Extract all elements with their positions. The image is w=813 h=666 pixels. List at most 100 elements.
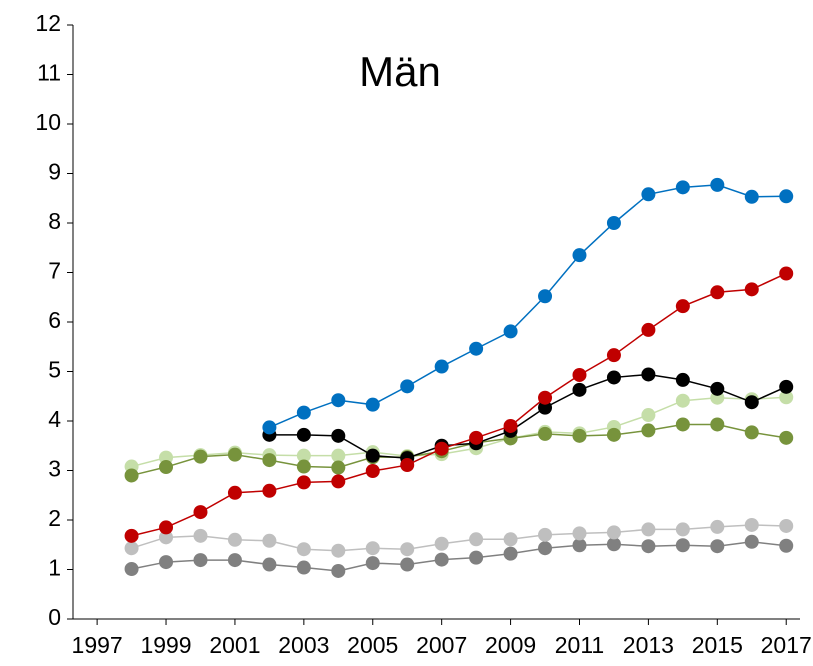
data-point <box>641 408 656 423</box>
data-point <box>606 348 621 363</box>
y-tick-label: 0 <box>48 604 61 630</box>
series-line <box>269 184 787 429</box>
data-point <box>159 460 174 475</box>
data-point <box>538 289 553 304</box>
data-point <box>296 459 311 474</box>
data-point <box>710 285 725 300</box>
data-point <box>503 418 518 433</box>
x-tick-label: 2013 <box>623 632 674 658</box>
data-point <box>675 393 690 408</box>
data-point <box>434 359 449 374</box>
y-tick-label: 1 <box>48 555 61 581</box>
data-point <box>641 322 656 337</box>
data-point <box>124 468 139 483</box>
data-point <box>469 532 484 547</box>
data-point <box>227 447 242 462</box>
data-point <box>262 453 277 468</box>
data-point <box>262 483 277 498</box>
data-point <box>779 518 794 533</box>
data-point <box>503 532 518 547</box>
data-point <box>572 382 587 397</box>
data-point <box>365 556 380 571</box>
data-point <box>227 485 242 500</box>
data-point <box>572 428 587 443</box>
data-point <box>469 550 484 565</box>
data-point <box>606 537 621 552</box>
y-tick-label: 7 <box>48 258 61 284</box>
data-point <box>744 282 759 297</box>
data-point <box>296 448 311 463</box>
y-tick-label: 4 <box>48 406 61 432</box>
x-tick-label: 2017 <box>761 632 812 658</box>
y-tick-label: 3 <box>48 456 61 482</box>
data-point <box>641 187 656 202</box>
data-point <box>606 525 621 540</box>
data-point <box>331 460 346 475</box>
data-point <box>503 546 518 561</box>
data-point <box>400 557 415 572</box>
data-point <box>124 541 139 556</box>
data-point <box>744 534 759 549</box>
data-point <box>641 522 656 537</box>
data-point <box>744 517 759 532</box>
data-point <box>572 248 587 263</box>
y-tick-label: 5 <box>48 357 61 383</box>
data-point <box>538 541 553 556</box>
data-point <box>675 522 690 537</box>
y-tick-label: 10 <box>35 109 61 135</box>
data-point <box>710 381 725 396</box>
data-point <box>296 560 311 575</box>
x-tick-label: 1999 <box>140 632 191 658</box>
data-point <box>469 430 484 445</box>
data-point <box>744 425 759 440</box>
y-tick-label: 12 <box>35 10 61 36</box>
data-point <box>641 423 656 438</box>
data-point <box>779 266 794 281</box>
data-point <box>641 539 656 554</box>
x-tick-label: 2009 <box>485 632 536 658</box>
data-point <box>331 448 346 463</box>
data-point <box>779 538 794 553</box>
x-tick-label: 2001 <box>209 632 260 658</box>
data-point <box>572 538 587 553</box>
data-point <box>641 367 656 382</box>
data-point <box>779 189 794 204</box>
data-point <box>331 428 346 443</box>
data-point <box>365 397 380 412</box>
data-point <box>538 527 553 542</box>
data-point <box>710 539 725 554</box>
data-point <box>159 555 174 570</box>
data-point <box>675 299 690 314</box>
data-point <box>365 448 380 463</box>
x-tick-label: 1997 <box>72 632 123 658</box>
chart-title: Män <box>359 48 441 95</box>
data-point <box>675 372 690 387</box>
data-point <box>331 543 346 558</box>
data-point <box>572 367 587 382</box>
x-tick-label: 2003 <box>278 632 329 658</box>
data-point <box>227 553 242 568</box>
y-tick-label: 6 <box>48 307 61 333</box>
data-point <box>606 216 621 230</box>
data-point <box>296 475 311 490</box>
x-tick-label: 2015 <box>692 632 743 658</box>
data-point <box>606 427 621 442</box>
data-point <box>710 177 725 192</box>
data-point <box>675 180 690 195</box>
x-tick-label: 2007 <box>416 632 467 658</box>
data-point <box>606 370 621 385</box>
data-point <box>538 426 553 441</box>
data-point <box>193 449 208 464</box>
data-point <box>538 400 553 415</box>
data-point <box>262 420 277 435</box>
y-tick-label: 8 <box>48 208 61 234</box>
data-point <box>296 542 311 557</box>
data-point <box>675 538 690 553</box>
data-point <box>365 463 380 478</box>
data-point <box>744 395 759 410</box>
data-point <box>262 557 277 572</box>
data-point <box>331 474 346 489</box>
data-point <box>744 189 759 204</box>
series-line <box>269 373 787 459</box>
